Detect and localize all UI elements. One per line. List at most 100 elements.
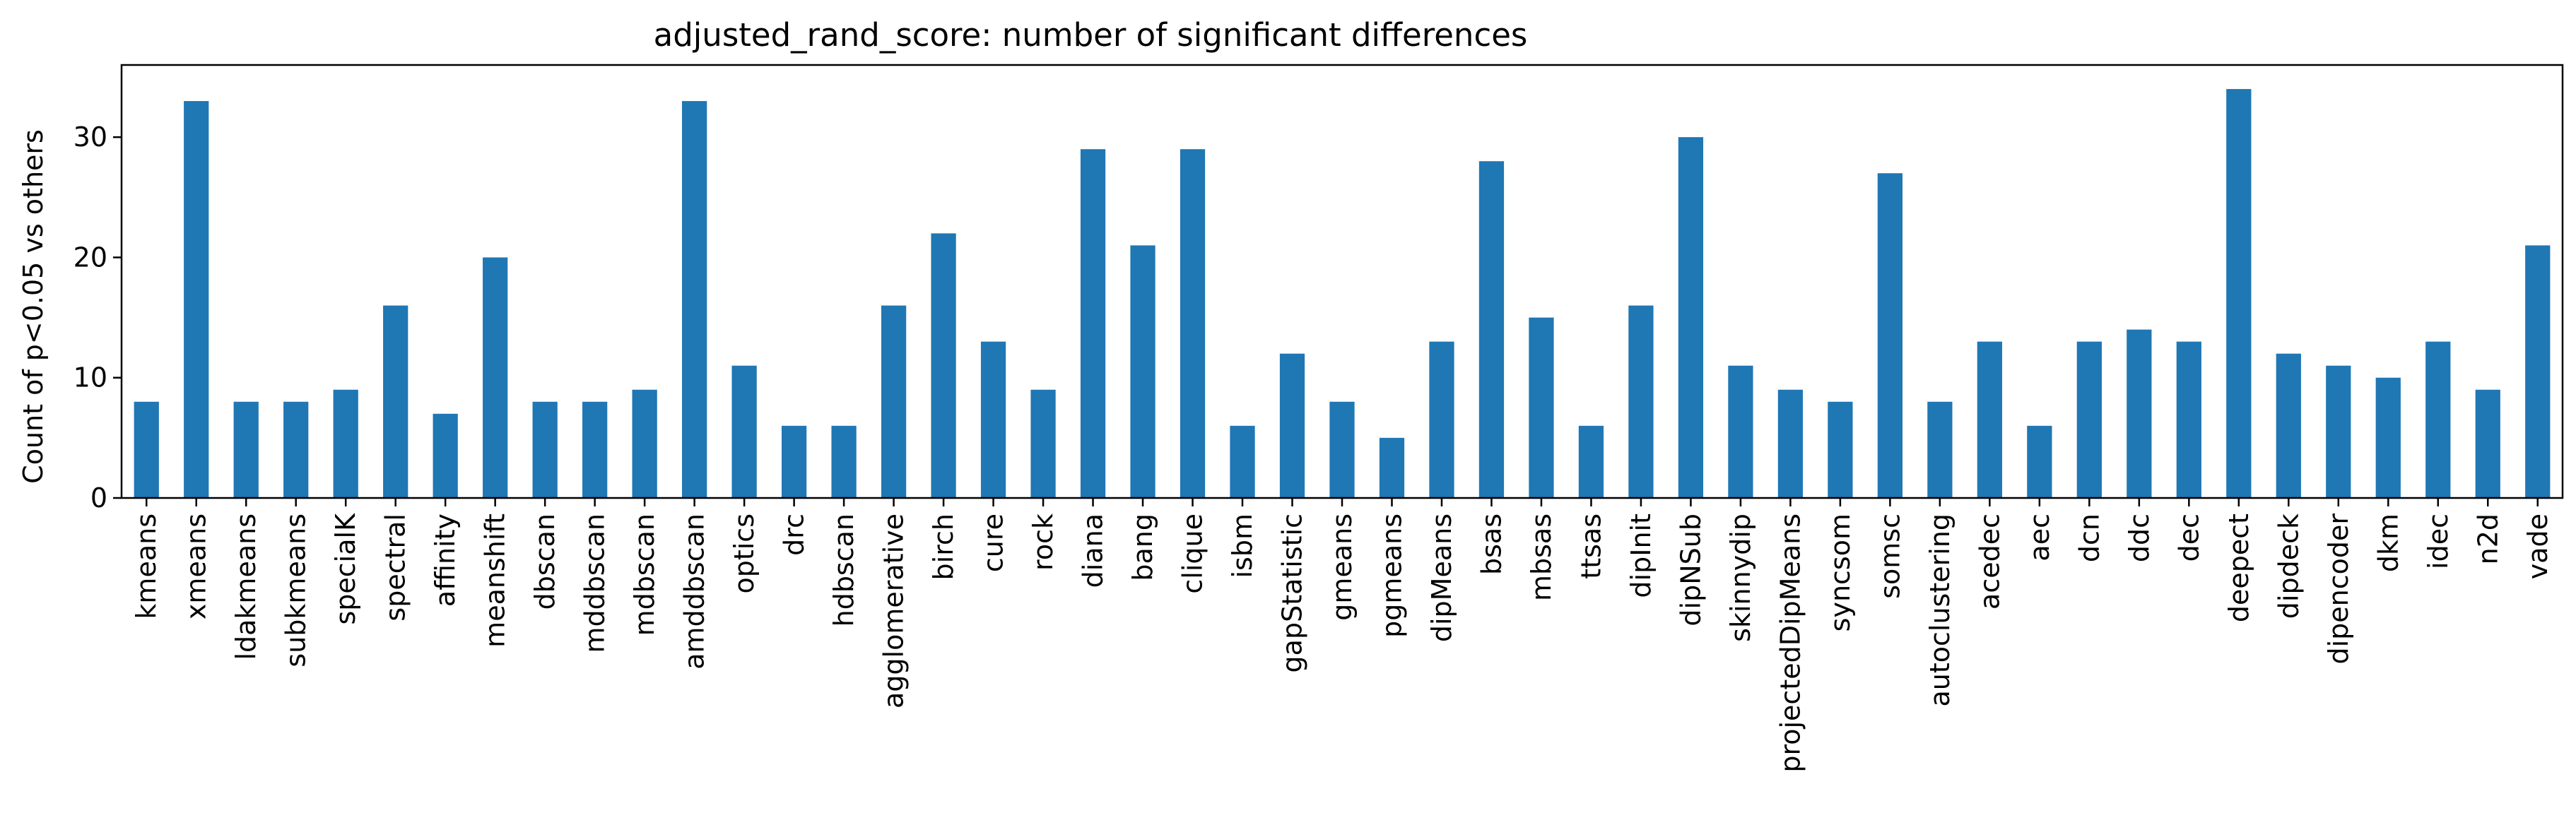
bar-dipNSub [1678,137,1704,498]
chart-title: adjusted_rand_score: number of significa… [654,16,1528,54]
x-tick-label-skinnydip: skinnydip [1725,514,1756,642]
bar-aec [2027,425,2052,498]
x-tick-label-optics: optics [729,514,760,594]
bar-pgmeans [1379,437,1405,498]
bars [134,89,2551,499]
bar-dipdeck [2276,353,2301,498]
x-tick-label-dipNSub: dipNSub [1675,514,1706,627]
bar-dec [2176,341,2201,498]
x-tick-label-n2d: n2d [2472,514,2503,564]
bar-kmeans [134,401,159,498]
x-tick-label-hdbscan: hdbscan [828,514,859,627]
y-tick-label: 30 [73,121,107,153]
y-axis-label: Count of p<0.05 vs others [18,129,49,484]
x-tick-label-diana: diana [1078,514,1109,588]
x-tick-label-idec: idec [2423,514,2454,569]
x-tick-label-ddc: ddc [2124,514,2155,562]
bar-skinnydip [1728,365,1753,498]
x-tick-label-mddbscan: mddbscan [580,514,611,653]
bar-deepect [2226,89,2252,499]
bar-syncsom [1828,401,1853,498]
x-tick-label-mdbscan: mdbscan [629,514,660,636]
bar-xmeans [184,101,209,499]
y-tick-label: 10 [73,362,107,393]
bar-birch [931,233,956,498]
x-tick-label-agglomerative: agglomerative [878,514,910,708]
bar-ldakmeans [233,401,259,498]
plot-frame [120,64,2564,499]
bar-bsas [1478,161,1505,498]
x-tick-label-specialK: specialK [330,513,361,625]
bar-cure [980,341,1006,498]
x-tick-label-cure: cure [978,514,1009,572]
bar-dipMeans [1429,341,1454,498]
bar-dbscan [532,401,558,498]
x-tick-label-xmeans: xmeans [181,514,212,619]
x-tick-label-dkm: dkm [2372,514,2404,572]
x-tick-label-dcn: dcn [2074,514,2105,562]
x-axis: kmeans xmeans ldakmeans subkmeans specialK sp… [131,498,2553,773]
bar-affinity [433,413,458,498]
bar-rock [1030,389,1056,498]
x-tick-label-dec: dec [2173,514,2204,562]
x-tick-label-mbsas: mbsas [1526,514,1557,601]
y-tick-label: 20 [73,242,107,273]
x-tick-label-gmeans: gmeans [1327,514,1358,621]
bar-drc [781,425,807,498]
bar-autoclustering [1927,401,1953,498]
bar-spectral [383,305,408,498]
x-tick-label-projectedDipMeans: projectedDipMeans [1775,514,1806,773]
x-tick-label-dipInit: dipInit [1625,514,1657,598]
y-tick-label: 0 [90,482,107,514]
bar-ddc [2127,329,2152,498]
bar-optics [731,365,757,498]
bar-diana [1080,149,1106,498]
x-tick-label-drc: drc [779,514,810,556]
x-tick-label-isbm: isbm [1227,514,1258,578]
x-tick-label-autoclustering: autoclustering [1924,514,1955,707]
x-tick-label-meanshift: meanshift [480,514,511,648]
bar-dkm [2375,377,2401,498]
x-tick-label-deepect: deepect [2223,514,2254,622]
x-tick-label-vade: vade [2522,514,2553,579]
bar-gmeans [1329,401,1355,498]
bar-vade [2525,245,2551,498]
x-tick-label-subkmeans: subkmeans [281,514,312,667]
bar-projectedDipMeans [1777,389,1804,498]
x-tick-label-birch: birch [928,514,959,580]
bar-ttsas [1578,425,1604,498]
y-axis: 0 10 20 30 [73,121,122,514]
bar-gapStatistic [1279,353,1305,498]
bar-idec [2425,341,2451,498]
x-tick-label-aec: aec [2024,514,2055,562]
x-tick-label-bsas: bsas [1476,514,1507,575]
x-tick-label-clique: clique [1177,514,1208,594]
bar-isbm [1230,425,1255,498]
x-tick-label-dbscan: dbscan [529,514,560,610]
bar-amddbscan [682,101,707,499]
bar-meanshift [483,257,508,498]
x-tick-label-syncsom: syncsom [1825,514,1856,631]
bar-hdbscan [831,425,857,498]
x-tick-label-kmeans: kmeans [131,514,162,619]
x-tick-label-ldakmeans: ldakmeans [230,514,261,660]
bar-somsc [1877,173,1903,498]
bar-subkmeans [283,401,309,498]
bar-dipencoder [2326,365,2351,498]
x-tick-label-affinity: affinity [430,514,461,607]
x-tick-label-dipdeck: dipdeck [2273,514,2304,619]
x-tick-label-bang: bang [1127,514,1158,581]
bar-specialK [333,389,358,498]
x-tick-label-dipencoder: dipencoder [2323,514,2354,665]
bar-dipInit [1628,305,1654,498]
bar-clique [1180,149,1206,498]
bar-n2d [2475,389,2500,498]
bar-mdbscan [632,389,657,498]
bar-mddbscan [582,401,608,498]
x-tick-label-dipMeans: dipMeans [1426,514,1457,642]
x-tick-label-ttsas: ttsas [1575,514,1606,579]
x-tick-label-somsc: somsc [1874,514,1905,599]
bar-acedec [1977,341,2002,498]
